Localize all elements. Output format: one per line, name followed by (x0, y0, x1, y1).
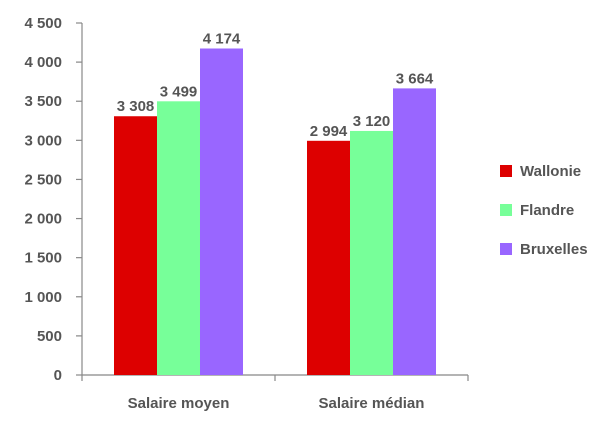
legend-swatch-wallonie (500, 165, 512, 177)
bar-value-label: 3 664 (396, 70, 434, 87)
bar-flandre-1 (157, 101, 200, 375)
bar-value-label: 3 308 (117, 98, 155, 115)
bar-wallonie-1 (114, 116, 157, 375)
y-tick-label: 500 (37, 328, 62, 345)
legend-label-bruxelles: Bruxelles (520, 241, 588, 258)
bar-bruxelles-1 (200, 48, 243, 376)
y-tick-label: 3 500 (24, 93, 62, 110)
y-axis: 0 500 1 000 1 500 2 000 2 500 3 000 3 500 4 000 4… (24, 15, 83, 384)
y-tick-label: 1 000 (24, 289, 62, 306)
y-tick-label: 1 500 (24, 250, 62, 267)
y-tick-label: 3 000 (24, 132, 62, 149)
bar-value-label: 4 174 (203, 31, 241, 48)
legend-swatch-flandre (500, 204, 512, 216)
y-tick-label: 2 000 (24, 211, 62, 228)
bar-value-label: 3 499 (160, 83, 198, 100)
bar-value-label: 3 120 (353, 113, 391, 130)
legend-label-wallonie: Wallonie (520, 163, 581, 180)
y-tick-label: 4 500 (24, 15, 62, 32)
y-tick-label: 0 (54, 367, 62, 384)
x-axis: Salaire moyen Salaire médian (81, 374, 469, 412)
bars (114, 48, 436, 376)
bar-bruxelles-2 (393, 88, 436, 376)
legend-swatch-bruxelles (500, 243, 512, 255)
value-labels: 3 308 2 994 3 499 3 120 4 174 3 664 (117, 31, 434, 140)
bar-value-label: 2 994 (310, 123, 348, 140)
x-category-label: Salaire moyen (128, 395, 230, 412)
legend: Wallonie Flandre Bruxelles (500, 163, 588, 258)
legend-label-flandre: Flandre (520, 202, 574, 219)
bar-flandre-2 (350, 130, 393, 375)
y-tick-label: 2 500 (24, 171, 62, 188)
bar-wallonie-2 (307, 140, 350, 375)
x-category-label: Salaire médian (319, 395, 425, 412)
y-tick-label: 4 000 (24, 54, 62, 71)
